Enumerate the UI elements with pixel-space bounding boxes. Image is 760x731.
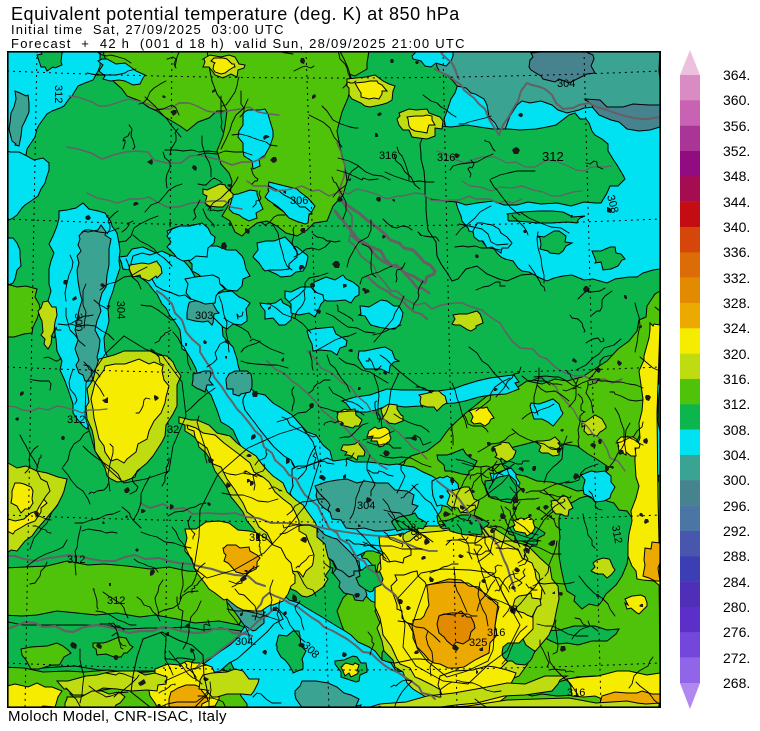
svg-text:32: 32 <box>167 424 179 436</box>
svg-text:316: 316 <box>437 152 455 164</box>
svg-text:304: 304 <box>557 78 575 90</box>
svg-text:306: 306 <box>290 195 308 207</box>
svg-text:316: 316 <box>567 687 585 699</box>
svg-text:304: 304 <box>114 301 127 320</box>
svg-text:316: 316 <box>379 150 397 162</box>
svg-text:303: 303 <box>195 310 213 322</box>
svg-text:319: 319 <box>249 532 267 544</box>
svg-text:312: 312 <box>52 85 64 103</box>
svg-text:304: 304 <box>357 500 375 512</box>
svg-text:312: 312 <box>67 414 85 426</box>
svg-text:312: 312 <box>609 524 624 544</box>
svg-text:325: 325 <box>469 637 487 649</box>
svg-text:312: 312 <box>67 554 85 566</box>
svg-text:304.: 304. <box>235 636 256 648</box>
svg-text:308: 308 <box>604 194 620 215</box>
svg-text:312: 312 <box>542 149 564 164</box>
svg-text:312: 312 <box>107 595 125 607</box>
svg-text:316: 316 <box>487 627 505 639</box>
svg-text:300: 300 <box>72 313 84 331</box>
